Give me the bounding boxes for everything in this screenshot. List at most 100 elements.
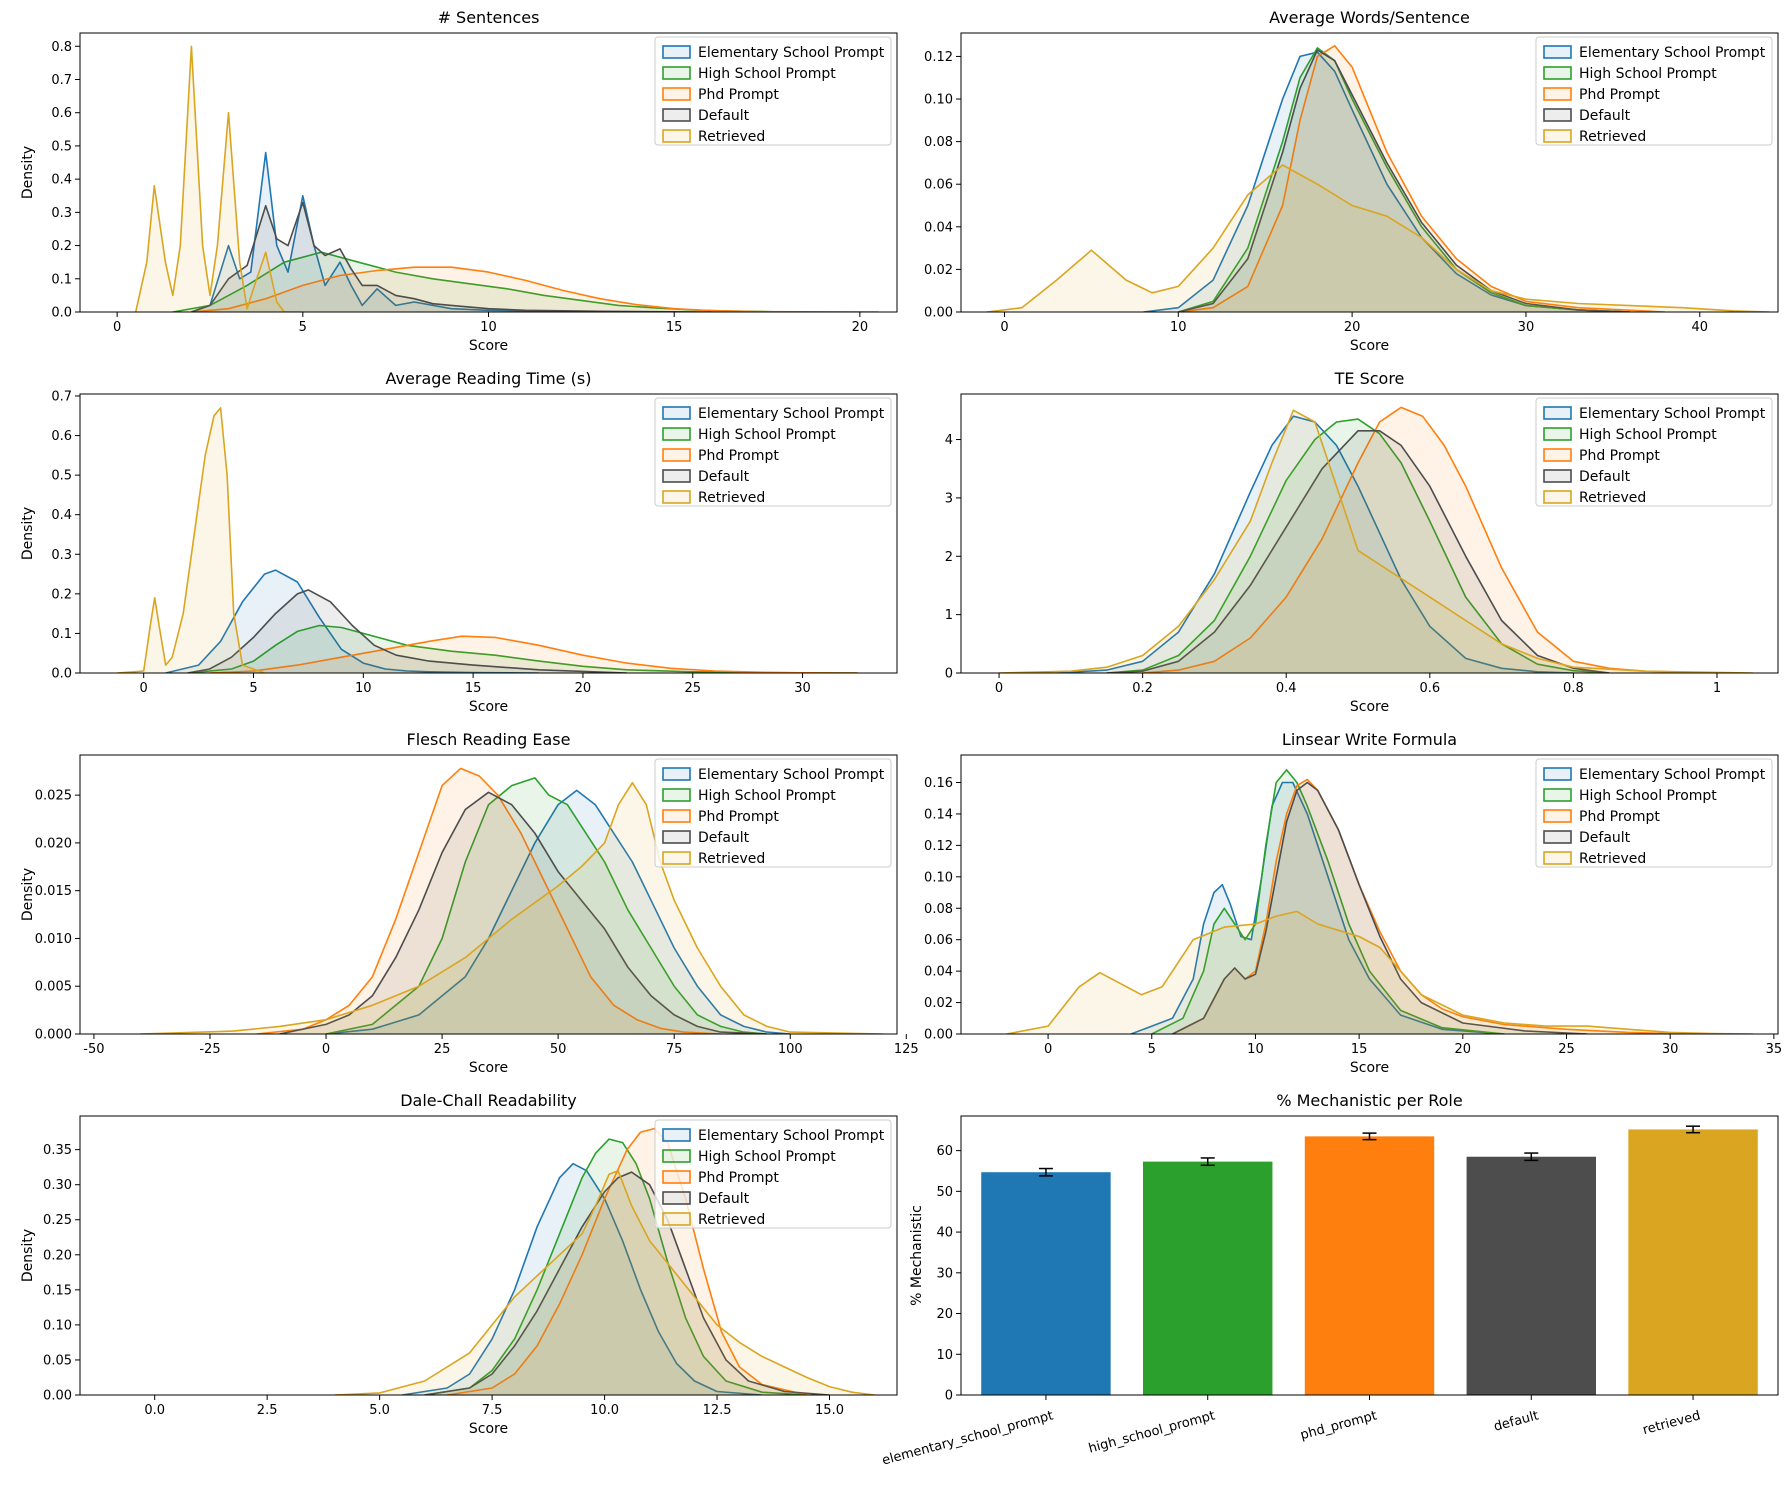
density-fill-high_school [187, 625, 858, 673]
x-axis-label: Score [1350, 1060, 1389, 1076]
legend-label: Default [1579, 469, 1631, 485]
bar-elementary_school_prompt [981, 1172, 1111, 1395]
y-tick-label: 0.8 [51, 40, 72, 55]
x-tick-label: 30 [794, 681, 811, 696]
y-tick-label: 0.0 [51, 306, 72, 321]
legend-swatch-default [662, 108, 691, 122]
y-tick-label: 50 [936, 1185, 953, 1200]
chart-title: # Sentences [438, 8, 540, 27]
legend-label: Retrieved [698, 1212, 765, 1228]
x-tick-label: 25 [1558, 1042, 1575, 1057]
x-tick-label: 1 [1713, 681, 1721, 696]
density-line-phd [1178, 45, 1666, 312]
y-tick-label: 0.4 [51, 508, 72, 523]
legend-swatch-high_school [662, 427, 691, 441]
density-fill-phd [1178, 45, 1665, 312]
density-line-retrieved [140, 781, 884, 1034]
legend-swatch-retrieved [1543, 129, 1572, 143]
density-line-elementary [191, 151, 638, 312]
y-tick-label: 0.10 [43, 1318, 72, 1333]
legend-swatch-phd [1543, 87, 1572, 101]
y-tick-label: 0.05 [43, 1353, 72, 1368]
y-tick-label: 4 [945, 433, 953, 448]
chart-panel-5: Flesch Reading Ease -50 -25 0 25 50 75 100 125 0.… [20, 730, 919, 1076]
plot-area [140, 767, 884, 1034]
legend-swatch-high_school [662, 788, 691, 802]
plot-area [987, 45, 1770, 312]
density-fill-retrieved [334, 1170, 875, 1395]
legend-label: Elementary School Prompt [698, 406, 885, 422]
y-tick-label: 0.10 [924, 93, 953, 108]
plot-area [117, 407, 858, 673]
y-tick-label: 0.6 [51, 106, 72, 121]
legend-swatch-default [662, 1191, 691, 1205]
y-tick-label: 0.08 [924, 902, 953, 917]
legend-box [654, 758, 892, 868]
density-fill-default [1106, 430, 1610, 673]
x-tick-label: 0 [113, 320, 121, 335]
legend-label: High School Prompt [1579, 66, 1717, 82]
y-tick-label: 0.0 [51, 667, 72, 682]
y-tick-label: 0.7 [51, 73, 72, 88]
x-tick-label: 10 [355, 681, 372, 696]
legend: Elementary School Prompt High School Prom… [654, 1119, 892, 1229]
x-tick-label: -25 [199, 1042, 220, 1057]
legend-label: Retrieved [698, 490, 765, 506]
legend-swatch-elementary [1543, 767, 1572, 781]
legend-label: Phd Prompt [698, 1170, 779, 1186]
legend-label: Phd Prompt [698, 87, 779, 103]
x-tick-label: 10 [1247, 1042, 1264, 1057]
density-fill-elementary [165, 570, 539, 673]
legend-swatch-high_school [1543, 788, 1572, 802]
plot-area [999, 406, 1753, 673]
y-tick-label: 1 [945, 608, 953, 623]
x-tick-label: 5.0 [369, 1403, 390, 1418]
density-line-default [1178, 49, 1631, 312]
legend-label: Default [698, 108, 750, 124]
density-fill-phd [209, 636, 858, 673]
chart-title: TE Score [1334, 369, 1405, 388]
legend-swatch-phd [662, 1170, 691, 1184]
x-tick-label: 5 [1148, 1042, 1156, 1057]
density-fill-retrieved [140, 782, 884, 1034]
y-tick-label: 30 [936, 1266, 953, 1281]
y-tick-label: 0.35 [43, 1143, 72, 1158]
density-fill-phd [1172, 779, 1712, 1034]
density-line-phd [446, 1127, 808, 1395]
legend-label: Retrieved [1579, 851, 1646, 867]
legend-label: High School Prompt [698, 427, 836, 443]
chart-panel-1: # Sentences 0 5 10 15 20 0.0 0.1 0.2 0.3 0.4 0.5 0.6… [20, 8, 898, 354]
chart-panel-4: TE Score 0 0.2 0.4 0.6 0.8 1 0 1 2 3 4 Score Elementa… [945, 369, 1779, 715]
density-fill-high_school [1178, 47, 1631, 312]
bar-default [1466, 1156, 1596, 1395]
legend-box [1535, 36, 1773, 146]
legend-swatch-default [662, 469, 691, 483]
legend-swatch-default [1543, 469, 1572, 483]
chart-panel-6: Linsear Write Formula 0 5 10 15 20 25 30 35 0.00 0… [924, 730, 1782, 1076]
y-tick-label: 0.00 [924, 1028, 953, 1043]
y-tick-label: 0.2 [51, 239, 72, 254]
bar-retrieved [1628, 1129, 1758, 1395]
legend-swatch-retrieved [1543, 851, 1572, 865]
density-fill-phd [256, 768, 721, 1034]
plot-area [134, 45, 879, 312]
density-fill-retrieved [135, 46, 303, 312]
legend-label: Default [698, 469, 750, 485]
x-tick-label: 5 [299, 320, 307, 335]
x-axis-label: Score [469, 1421, 508, 1437]
axes-frame [960, 32, 1779, 313]
axes-frame [79, 754, 898, 1035]
density-line-default [279, 791, 768, 1034]
x-tick-label: 0.0 [144, 1403, 165, 1418]
density-fill-elementary [1131, 782, 1505, 1034]
density-fill-high_school [1151, 769, 1505, 1034]
x-tick-label: 30 [1662, 1042, 1679, 1057]
legend-label: High School Prompt [1579, 427, 1717, 443]
y-tick-label: 0.7 [51, 389, 72, 404]
axes-frame [79, 393, 898, 674]
density-line-default [187, 589, 627, 673]
density-fill-high_school [326, 777, 767, 1034]
x-tick-label: 10 [480, 320, 497, 335]
x-tick-label: 5 [249, 681, 257, 696]
x-tick-label: 30 [1518, 320, 1535, 335]
